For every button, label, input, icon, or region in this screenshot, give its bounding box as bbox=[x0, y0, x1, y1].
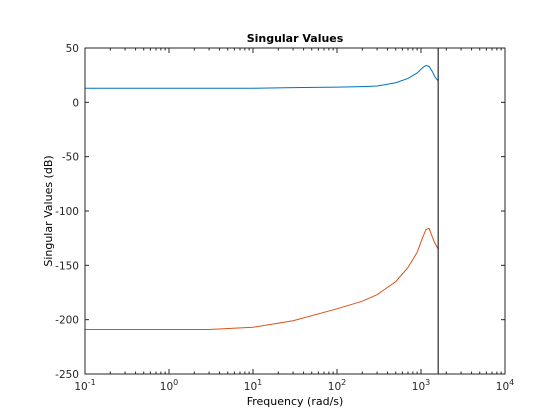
x-tick-label: 103 bbox=[412, 378, 430, 393]
y-tick-label: -200 bbox=[55, 315, 79, 327]
y-tick-label: -50 bbox=[62, 152, 79, 164]
series-line-2 bbox=[85, 227, 439, 330]
x-tick-label: 102 bbox=[328, 378, 346, 393]
y-axis-label: Singular Values (dB) bbox=[42, 155, 55, 266]
plot-area bbox=[85, 48, 505, 374]
chart-title: Singular Values bbox=[247, 32, 344, 45]
series-layer bbox=[85, 64, 439, 330]
series-line-1 bbox=[85, 64, 439, 89]
x-tick-label: 100 bbox=[160, 378, 178, 393]
x-tick-label: 10-1 bbox=[74, 378, 95, 393]
x-axis-label: Frequency (rad/s) bbox=[247, 395, 344, 408]
y-tick-label: 0 bbox=[72, 97, 79, 109]
y-tick-label: -100 bbox=[55, 206, 79, 218]
x-tick-label: 104 bbox=[496, 378, 514, 393]
x-tick-label: 101 bbox=[244, 378, 262, 393]
y-tick-label: 50 bbox=[66, 43, 79, 55]
y-tick-label: -250 bbox=[55, 369, 79, 381]
y-tick-label: -150 bbox=[55, 260, 79, 272]
